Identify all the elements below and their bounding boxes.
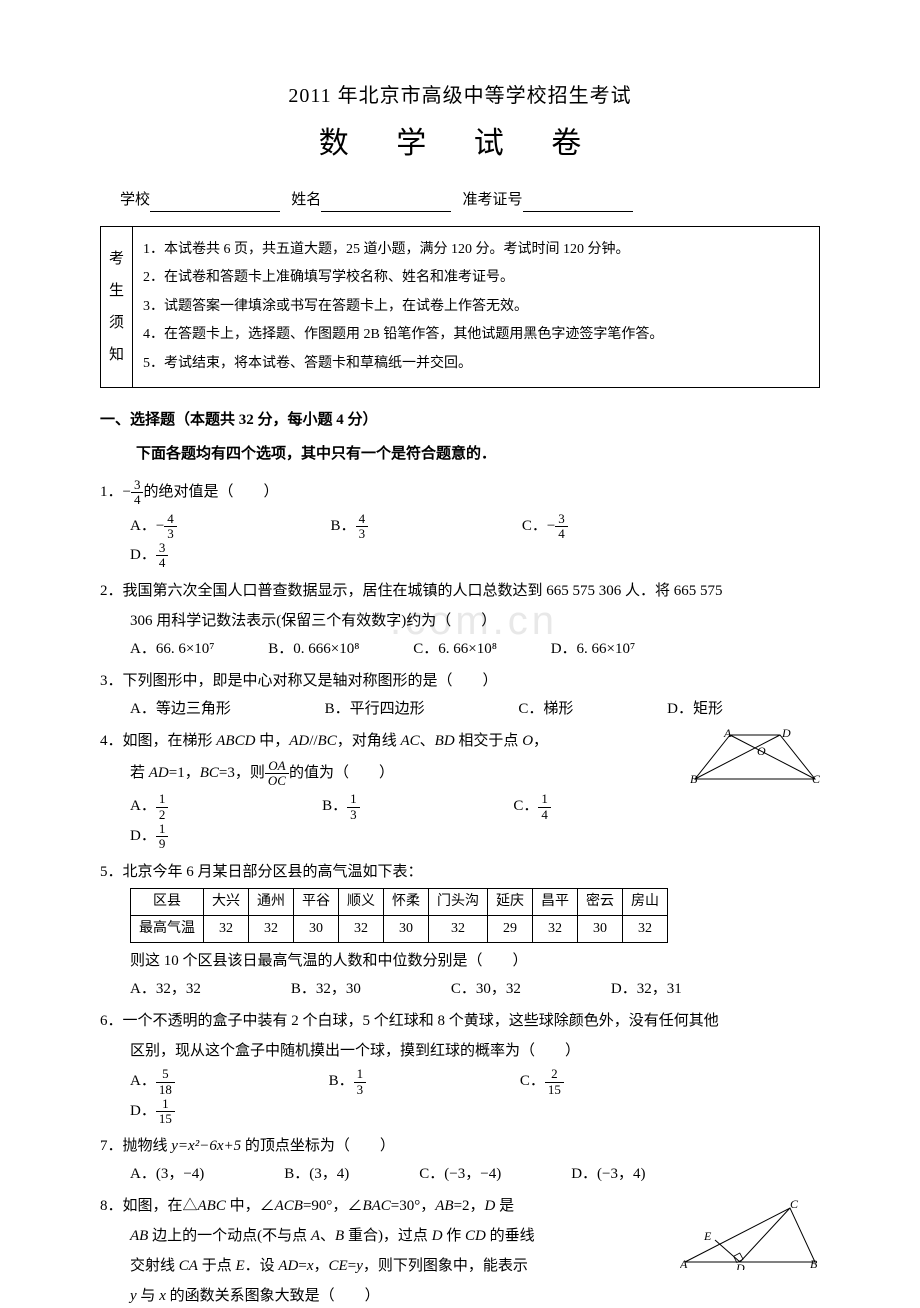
question-8d: y 与 x 的函数关系图象大致是（ ） [130, 1284, 820, 1308]
q2-options: A．66. 6×10⁷ B．0. 666×10⁸ C．6. 66×10⁸ D．6… [130, 637, 820, 661]
question-4: 4．如图，在梯形 ABCD 中，AD//BC，对角线 AC、BD 相交于点 O，… [100, 729, 820, 753]
question-8: 8．如图，在△ABC 中，∠ACB=90°，∠BAC=30°，AB=2，D 是 … [100, 1194, 820, 1218]
notice-line: 3．试题答案一律填涂或书写在答题卡上，在试卷上作答无效。 [143, 296, 809, 318]
question-7: 7．抛物线 y=x²−6x+5 的顶点坐标为（ ） [100, 1134, 820, 1158]
table-row: 最高气温32323032303229323032 [131, 915, 668, 942]
question-5: 5．北京今年 6 月某日部分区县的高气温如下表： [100, 860, 820, 884]
notice-line: 4．在答题卡上，选择题、作图题用 2B 铅笔作答，其他试题用黑色字迹签字笔作答。 [143, 324, 809, 346]
notice-side-label: 考 生 须 知 [101, 227, 133, 387]
q4-options: A．12 B．13 C．14 D．19 [130, 792, 820, 851]
school-blank[interactable] [150, 211, 280, 212]
question-6b: 区别，现从这个盒子中随机摸出一个球，摸到红球的概率为（ ） [130, 1039, 820, 1063]
q5-options: A．32，32B．32，30C．30，32D．32，31 [130, 977, 820, 1001]
notice-line: 5．考试结束，将本试卷、答题卡和草稿纸一并交回。 [143, 353, 809, 375]
id-blank[interactable] [523, 211, 633, 212]
q6-options: A．518 B．13 C．215 D．115 [130, 1067, 820, 1126]
notice-line: 1．本试卷共 6 页，共五道大题，25 道小题，满分 120 分。考试时间 12… [143, 239, 809, 261]
exam-header: 2011 年北京市高级中等学校招生考试 [100, 80, 820, 112]
notice-line: 2．在试卷和答题卡上准确填写学校名称、姓名和准考证号。 [143, 267, 809, 289]
notice-body: 1．本试卷共 6 页，共五道大题，25 道小题，满分 120 分。考试时间 12… [133, 227, 819, 387]
q1-options: A．−43 B．43 C．−34 D．34 [130, 512, 820, 571]
question-2: 2．我国第六次全国人口普查数据显示，居住在城镇的人口总数达到 665 575 3… [100, 579, 820, 603]
q5-table: 区县大兴通州平谷顺义怀柔门头沟延庆昌平密云房山 最高气温323230323032… [130, 888, 668, 944]
table-row: 区县大兴通州平谷顺义怀柔门头沟延庆昌平密云房山 [131, 888, 668, 915]
fig-label-o: O [757, 744, 766, 758]
question-4b: 若 AD=1，BC=3，则OAOC的值为（ ） [130, 759, 820, 789]
section-subtitle: 下面各题均有四个选项，其中只有一个是符合题意的． [136, 442, 820, 466]
exam-title: 数 学 试 卷 [100, 120, 820, 168]
question-2b: 306 用科学记数法表示(保留三个有效数字)约为（ ） .com.cn [130, 609, 820, 633]
question-8b: AB 边上的一个动点(不与点 A、B 重合)，过点 D 作 CD 的垂线 [130, 1224, 820, 1248]
section-title: 一、选择题（本题共 32 分，每小题 4 分） [100, 408, 820, 432]
id-label: 准考证号 [463, 192, 523, 208]
notice-box: 考 生 须 知 1．本试卷共 6 页，共五道大题，25 道小题，满分 120 分… [100, 226, 820, 388]
student-info-line: 学校 姓名 准考证号 [120, 188, 800, 212]
question-1: 1．−34的绝对值是（ ） [100, 478, 820, 508]
question-5b: 则这 10 个区县该日最高气温的人数和中位数分别是（ ） [130, 949, 820, 973]
q3-options: A．等边三角形 B．平行四边形 C．梯形 D．矩形 [130, 697, 820, 721]
q7-options: A．(3，−4)B．(3，4)C．(−3，−4)D．(−3，4) [130, 1162, 820, 1186]
question-3: 3．下列图形中，即是中心对称又是轴对称图形的是（ ） [100, 669, 820, 693]
name-label: 姓名 [291, 192, 321, 208]
question-6: 6．一个不透明的盒子中装有 2 个白球，5 个红球和 8 个黄球，这些球除颜色外… [100, 1009, 820, 1033]
fig-label-a: A [723, 729, 732, 740]
name-blank[interactable] [321, 211, 451, 212]
svg-text:C: C [790, 1200, 799, 1211]
question-8c: 交射线 CA 于点 E．设 AD=x，CE=y，则下列图象中，能表示 [130, 1254, 820, 1278]
fig-label-d: D [781, 729, 791, 740]
school-label: 学校 [120, 192, 150, 208]
